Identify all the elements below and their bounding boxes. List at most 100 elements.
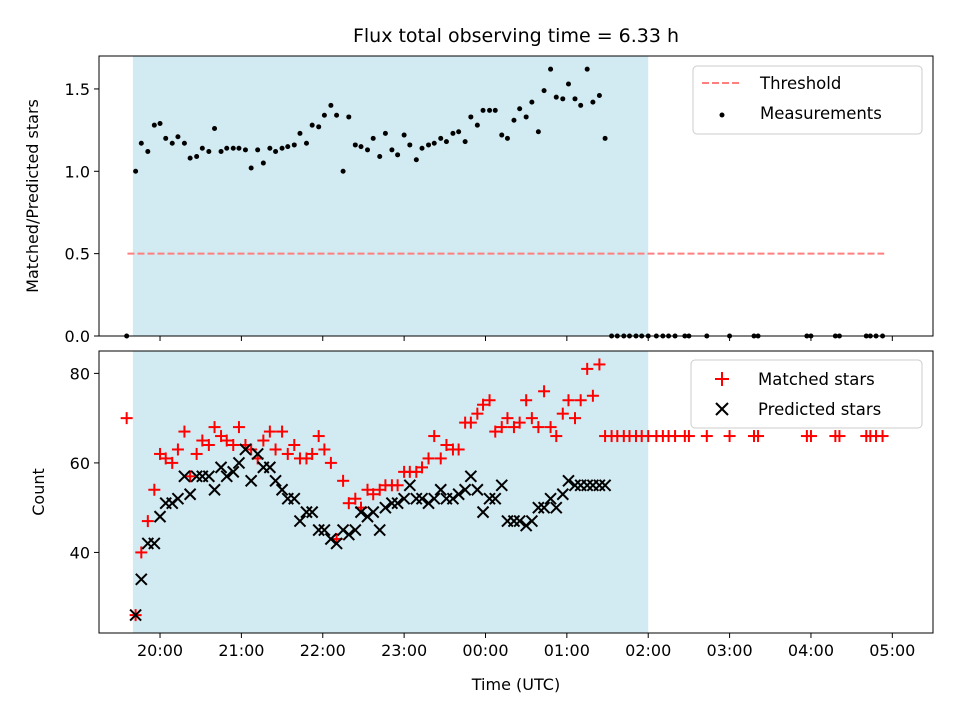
x-tick-label: 21:00 bbox=[218, 641, 264, 660]
predicted-stars-point bbox=[391, 496, 404, 510]
matched-stars-point bbox=[178, 425, 191, 438]
matched-stars-point bbox=[337, 474, 350, 487]
measurements-point bbox=[456, 129, 462, 135]
predicted-stars-point bbox=[312, 523, 325, 537]
measurements-point bbox=[560, 96, 566, 102]
ratio-plot-frame bbox=[98, 55, 934, 337]
predicted-stars-point bbox=[434, 483, 447, 496]
matched-stars-point bbox=[876, 430, 889, 443]
measurements-point bbox=[199, 145, 205, 151]
matched-stars-point bbox=[544, 421, 557, 434]
predicted-stars-point bbox=[251, 447, 264, 461]
predicted-stars-point bbox=[354, 505, 368, 519]
x-tick-label: 23:00 bbox=[381, 641, 427, 660]
measurements-point bbox=[175, 134, 181, 140]
legend-predicted-label: Predicted stars bbox=[758, 400, 881, 419]
matched-stars-point bbox=[700, 430, 713, 443]
matched-stars-point bbox=[135, 546, 148, 559]
measurements-point bbox=[523, 114, 529, 120]
matched-stars-point bbox=[220, 434, 233, 447]
legend-threshold-label: Threshold bbox=[759, 74, 841, 93]
predicted-stars-point bbox=[171, 492, 185, 505]
ratio-y-axis-label: Matched/Predicted stars bbox=[23, 99, 42, 293]
measurements-point bbox=[480, 107, 486, 113]
measurements-point bbox=[474, 122, 480, 128]
predicted-stars-point bbox=[220, 470, 233, 483]
predicted-stars-point bbox=[373, 523, 386, 537]
predicted-stars-point bbox=[593, 479, 606, 492]
predicted-stars-point bbox=[293, 514, 307, 528]
measurements-point bbox=[389, 147, 395, 153]
measurements-point bbox=[395, 152, 401, 158]
count-panel: 20:00 21:00 22:00 23:00 00:00 01:00 02:00 03:00… bbox=[29, 350, 934, 694]
measurements-point bbox=[303, 140, 309, 146]
matched-stars-point bbox=[171, 443, 184, 456]
matched-stars-point bbox=[367, 488, 380, 501]
matched-stars-point bbox=[391, 479, 404, 492]
matched-stars-point bbox=[682, 430, 695, 443]
count-y-tick-label: 80 bbox=[70, 364, 90, 383]
matched-stars-point bbox=[525, 412, 538, 425]
matched-stars-point bbox=[477, 398, 490, 411]
count-legend: Matched stars Predicted stars bbox=[690, 359, 923, 429]
matched-stars-point bbox=[318, 443, 331, 456]
predicted-stars-point bbox=[190, 470, 203, 483]
predicted-stars-point bbox=[300, 505, 313, 519]
predicted-stars-point bbox=[148, 537, 161, 550]
measurements-point bbox=[291, 142, 297, 148]
measurements-point bbox=[590, 99, 596, 105]
matched-stars-point bbox=[257, 434, 270, 447]
measurements-point bbox=[419, 145, 425, 151]
measurements-point bbox=[297, 130, 303, 136]
matched-stars-point bbox=[190, 447, 203, 460]
predicted-stars-point bbox=[598, 479, 612, 492]
predicted-stars-point bbox=[239, 443, 252, 456]
ratio-y-tick-label: 0.5 bbox=[65, 245, 90, 264]
matched-stars-point bbox=[593, 358, 606, 371]
count-y-axis-label: Count bbox=[29, 468, 48, 516]
measurements-point bbox=[468, 114, 474, 120]
predicted-stars-point bbox=[178, 470, 191, 483]
measurements-point bbox=[138, 140, 144, 146]
measurements-point bbox=[584, 66, 590, 72]
measurements-point bbox=[450, 130, 456, 136]
measurements-point bbox=[517, 106, 523, 112]
matched-stars-point bbox=[501, 412, 514, 425]
matched-stars-point bbox=[276, 425, 289, 438]
x-tick-label: 05:00 bbox=[869, 641, 915, 660]
matched-stars-point bbox=[196, 434, 209, 447]
predicted-stars-point bbox=[410, 492, 423, 505]
matched-stars-point bbox=[269, 443, 282, 456]
matched-stars-point bbox=[324, 456, 337, 469]
measurements-point bbox=[328, 102, 334, 108]
matched-stars-point bbox=[562, 394, 575, 407]
matched-stars-point bbox=[148, 483, 161, 496]
predicted-stars-point bbox=[208, 483, 221, 496]
predicted-stars-point bbox=[544, 492, 557, 505]
matched-stars-point bbox=[312, 430, 325, 443]
ratio-legend: Threshold Measurements bbox=[692, 65, 923, 135]
measurements-point bbox=[151, 122, 157, 128]
measurements-point bbox=[578, 102, 584, 108]
predicted-stars-point bbox=[428, 492, 441, 505]
matched-stars-point bbox=[416, 461, 429, 474]
matched-stars-point bbox=[556, 407, 569, 420]
matched-stars-point bbox=[586, 389, 599, 402]
predicted-stars-point bbox=[349, 523, 362, 537]
predicted-stars-point bbox=[464, 470, 478, 483]
measurements-point bbox=[206, 149, 212, 155]
matched-stars-point bbox=[428, 430, 441, 443]
measurements-point bbox=[370, 135, 376, 141]
measurements-point bbox=[248, 165, 254, 171]
matched-stars-point bbox=[159, 452, 172, 465]
matched-stars-point bbox=[422, 452, 435, 465]
matched-stars-point bbox=[495, 421, 508, 434]
predicted-stars-point bbox=[556, 488, 569, 501]
measurements-point bbox=[224, 145, 230, 151]
legend-measurements-swatch bbox=[719, 112, 725, 118]
count-y-tick-label: 60 bbox=[70, 454, 90, 473]
measurements-point bbox=[529, 99, 535, 105]
measurements-point bbox=[438, 135, 444, 141]
measurements-point bbox=[218, 149, 224, 155]
matched-stars-point bbox=[804, 430, 817, 443]
